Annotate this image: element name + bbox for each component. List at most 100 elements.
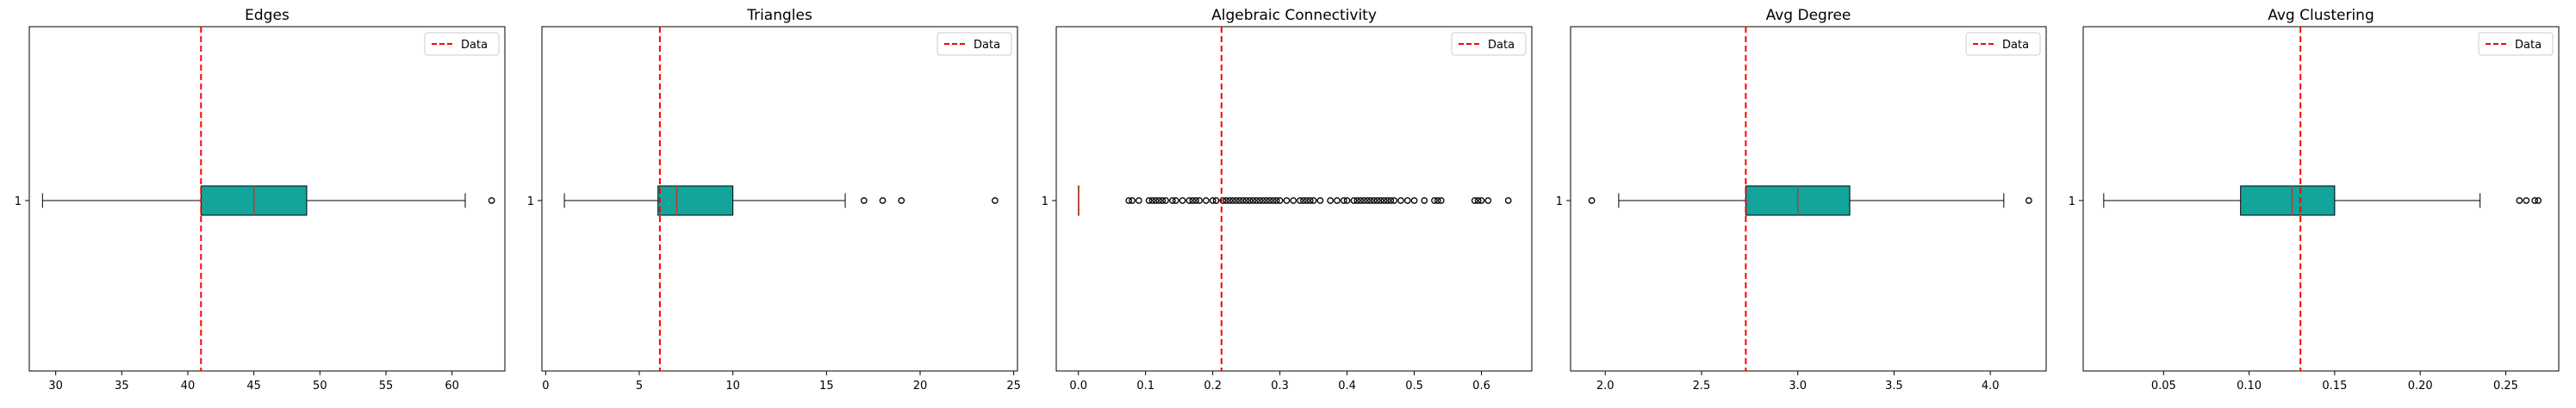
outlier-point: [1203, 197, 1210, 204]
x-tick-label: 30: [48, 380, 63, 393]
x-tick-label: 0.20: [2408, 380, 2433, 393]
outlier-point: [1437, 197, 1445, 204]
outlier-point: [1353, 197, 1361, 204]
outlier-point: [1397, 197, 1404, 204]
x-tick-label: 2.5: [1693, 380, 1711, 393]
axes-frame: [1570, 26, 2047, 372]
outlier-point: [1357, 197, 1365, 204]
outlier-point: [1478, 197, 1485, 204]
outlier-point: [1196, 197, 1203, 204]
axes-frame: [1055, 26, 1533, 372]
x-tick-label: 0: [542, 380, 549, 393]
outlier-point: [1403, 197, 1411, 204]
outlier-point: [2025, 197, 2032, 204]
outlier-point: [1226, 197, 1234, 204]
outlier-point: [1145, 197, 1153, 204]
y-tick-label: 1: [1042, 195, 1048, 208]
outlier-point: [1360, 197, 1367, 204]
x-tick-label: 0.5: [1405, 380, 1423, 393]
chart-panel: Edges 30 35 40 45 50 55 60 1 Data: [15, 7, 506, 393]
outlier-point: [1233, 197, 1240, 204]
outlier-point: [1504, 197, 1512, 204]
outlier-point: [1327, 197, 1334, 204]
chart-panel: Triangles 0 5 10 15 20 25 1 Data: [527, 7, 1021, 393]
outlier-point: [1125, 197, 1133, 204]
iqr-box: [2240, 185, 2336, 216]
outlier-point: [1297, 197, 1304, 204]
x-tick-label: 40: [181, 380, 196, 393]
outlier-point: [1169, 197, 1176, 204]
chart-title: Triangles: [746, 7, 812, 24]
outlier-point: [1303, 197, 1310, 204]
outlier-point: [488, 197, 495, 204]
outlier-point: [1350, 197, 1358, 204]
chart-title: Edges: [245, 7, 289, 24]
outlier-point: [1235, 197, 1243, 204]
outlier-point: [2516, 197, 2523, 204]
legend-label: Data: [974, 39, 1000, 52]
x-tick-label: 60: [445, 380, 459, 393]
outlier-point: [1377, 197, 1384, 204]
legend-box: [1965, 32, 2041, 56]
x-tick-label: 15: [819, 380, 834, 393]
outlier-point: [1263, 197, 1270, 204]
y-tick-label: 1: [1556, 195, 1563, 208]
outlier-point: [1484, 197, 1492, 204]
outlier-point: [1340, 197, 1347, 204]
outlier-point: [1192, 197, 1200, 204]
outlier-point: [1421, 197, 1428, 204]
x-tick-label: 0.0: [1069, 380, 1087, 393]
outlier-point: [1364, 197, 1371, 204]
iqr-box: [657, 185, 734, 216]
outlier-point: [1316, 197, 1324, 204]
chart-panel: Avg Degree 2.0 2.5 3.0 3.5 4.0 1 Data: [1556, 7, 2047, 393]
outlier-point: [1380, 197, 1388, 204]
legend-box: [424, 32, 500, 56]
x-tick-label: 50: [313, 380, 327, 393]
x-tick-label: 0.2: [1204, 380, 1222, 393]
outlier-point: [992, 197, 999, 204]
axes-frame: [541, 26, 1018, 372]
legend-label: Data: [2515, 39, 2542, 52]
x-tick-label: 25: [1006, 380, 1021, 393]
legend-box: [2478, 32, 2554, 56]
outlier-point: [1384, 197, 1391, 204]
outlier-point: [1343, 197, 1351, 204]
axes-frame: [28, 26, 506, 372]
outlier-point: [879, 197, 887, 204]
x-tick-label: 45: [246, 380, 261, 393]
outlier-point: [1162, 197, 1169, 204]
outlier-point: [860, 197, 868, 204]
x-tick-label: 3.0: [1789, 380, 1807, 393]
outlier-point: [1276, 197, 1284, 204]
outlier-point: [1179, 197, 1186, 204]
outlier-point: [1209, 197, 1216, 204]
outlier-point: [1223, 197, 1230, 204]
outlier-point: [1266, 197, 1273, 204]
outlier-point: [1172, 197, 1179, 204]
outlier-point: [1239, 197, 1247, 204]
chart-title: Avg Clustering: [2268, 7, 2374, 24]
outlier-point: [1290, 197, 1297, 204]
outlier-point: [1474, 197, 1482, 204]
outlier-point: [1256, 197, 1264, 204]
legend-box: [936, 32, 1012, 56]
outlier-point: [1588, 197, 1596, 204]
outlier-point: [1387, 197, 1395, 204]
outlier-point: [1334, 197, 1341, 204]
x-tick-label: 0.15: [2322, 380, 2347, 393]
x-tick-label: 0.6: [1472, 380, 1490, 393]
x-tick-label: 0.10: [2237, 380, 2262, 393]
outlier-point: [1310, 197, 1317, 204]
chart-panel: Avg Clustering 0.05 0.10 0.15 0.20 0.25 1 Data: [2069, 7, 2560, 393]
x-tick-label: 4.0: [1982, 380, 2000, 393]
outlier-point: [898, 197, 905, 204]
outlier-point: [1300, 197, 1307, 204]
outlier-point: [1229, 197, 1236, 204]
outlier-point: [2535, 197, 2542, 204]
outlier-point: [1471, 197, 1478, 204]
outlier-point: [1306, 197, 1314, 204]
outlier-point: [1219, 197, 1227, 204]
y-tick-label: 1: [15, 195, 22, 208]
